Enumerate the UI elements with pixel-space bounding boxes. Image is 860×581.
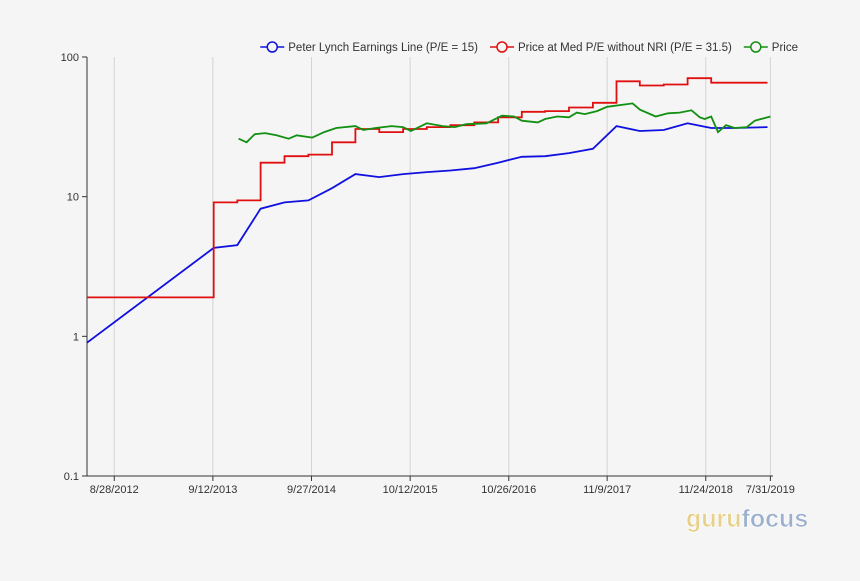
legend-item-price-line[interactable]: Price	[743, 41, 798, 54]
watermark-guru: guru	[686, 505, 742, 533]
grid-lines	[113, 57, 771, 476]
legend-label: Price at Med P/E without NRI (P/E = 31.5…	[518, 42, 732, 54]
legend: Peter Lynch Earnings Line (P/E = 15) Pric…	[260, 41, 798, 54]
x-tick-label: 7/31/2019	[746, 484, 795, 496]
y-tick-label: 1	[73, 331, 79, 343]
x-tick-label: 11/9/2017	[583, 484, 631, 496]
x-tick-label: 9/27/2014	[287, 484, 336, 496]
x-tick-label: 8/28/2012	[90, 484, 139, 496]
gurufocus-watermark: gurufocus	[686, 505, 809, 534]
series-price-line	[238, 102, 771, 144]
x-tick-label: 9/12/2013	[188, 484, 237, 496]
legend-item-earnings-line[interactable]: Peter Lynch Earnings Line (P/E = 15)	[260, 41, 478, 54]
x-tick-label: 10/26/2016	[481, 484, 536, 496]
x-tick-label: 11/24/2018	[679, 484, 733, 496]
legend-marker-icon	[266, 41, 279, 53]
legend-item-price-at-med-pe-line[interactable]: Price at Med P/E without NRI (P/E = 31.5…	[490, 41, 732, 54]
svg-text:gurufocus: gurufocus	[686, 505, 808, 533]
y-tick-label: 100	[61, 52, 79, 64]
legend-label: Peter Lynch Earnings Line (P/E = 15)	[288, 42, 478, 54]
axes: 8/28/2012 9/12/2013 9/27/2014 10/12/2015 10/…	[61, 52, 795, 496]
legend-label: Price	[772, 42, 798, 54]
watermark-focus: focus	[742, 505, 809, 533]
series-price-at-med-pe-line	[87, 77, 768, 299]
series-earnings-line	[86, 122, 768, 344]
series-lines	[86, 77, 771, 344]
legend-marker-icon	[496, 41, 508, 53]
x-tick-label: 10/12/2015	[383, 484, 438, 496]
legend-marker-icon	[750, 41, 762, 53]
y-tick-label: 10	[67, 192, 79, 204]
y-tick-label: 0.1	[64, 471, 79, 483]
